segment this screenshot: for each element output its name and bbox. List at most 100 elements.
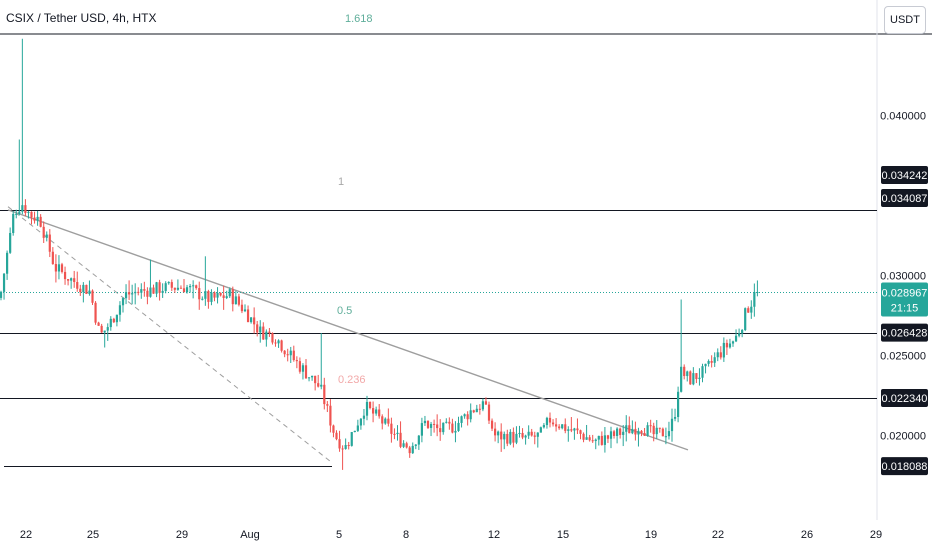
candle-body xyxy=(152,287,155,294)
x-tick-label: Aug xyxy=(240,529,260,541)
candle-body xyxy=(478,408,481,410)
candle-body xyxy=(375,409,378,414)
candle-body xyxy=(134,291,137,294)
candle-body xyxy=(70,278,73,281)
candle-body xyxy=(0,291,3,298)
currency-button[interactable]: USDT xyxy=(884,6,926,34)
candle-body xyxy=(21,205,24,212)
y-tick-label: 0.025000 xyxy=(880,351,926,363)
current-price-tag xyxy=(881,282,928,317)
candle-body xyxy=(295,360,298,362)
candle-body xyxy=(442,422,445,433)
candle-body xyxy=(570,429,573,431)
candle-body xyxy=(710,360,713,363)
candle-body xyxy=(353,430,356,433)
candle-body xyxy=(652,425,655,435)
candle-body xyxy=(207,291,210,302)
y-tick-label: 0.040000 xyxy=(880,111,926,123)
candle-body xyxy=(551,422,555,425)
candle-body xyxy=(179,287,183,289)
candle-body xyxy=(591,440,594,442)
candle-body xyxy=(399,432,402,447)
candle-body xyxy=(57,264,61,272)
candle-body xyxy=(182,288,186,293)
candle-body xyxy=(335,432,338,440)
candle-body xyxy=(283,350,286,355)
candle-body xyxy=(164,283,167,291)
candle-body xyxy=(237,296,240,305)
candle-body xyxy=(36,216,39,221)
candle-body xyxy=(204,291,207,299)
candle-body xyxy=(512,431,515,443)
candle-body xyxy=(548,417,552,423)
candle-body xyxy=(368,401,372,409)
candle-body xyxy=(381,416,384,424)
candle-body xyxy=(18,211,21,214)
candle-body xyxy=(521,432,524,438)
candle-body xyxy=(347,445,350,447)
candle-body xyxy=(582,433,585,440)
candle-body xyxy=(692,373,695,385)
fib-label: 0.5 xyxy=(337,305,352,317)
candle-body xyxy=(298,361,301,372)
candle-body xyxy=(277,340,280,344)
candle-body xyxy=(420,423,423,436)
candle-body xyxy=(344,445,347,449)
candle-body xyxy=(146,290,149,297)
x-tick-label: 8 xyxy=(403,529,409,541)
x-tick-label: 22 xyxy=(20,529,32,541)
x-tick-label: 15 xyxy=(557,529,569,541)
candle-body xyxy=(695,373,698,380)
candle-body xyxy=(280,340,283,351)
candle-body xyxy=(619,428,622,435)
price-tag-label: 0.034087 xyxy=(882,193,928,205)
candle-body xyxy=(545,417,549,426)
candle-body xyxy=(597,435,600,440)
candle-body xyxy=(439,428,442,433)
candle-body xyxy=(527,431,530,436)
candle-body xyxy=(411,445,414,454)
horizontal-levels xyxy=(0,210,877,467)
chart-grid xyxy=(0,0,932,520)
candle-body xyxy=(405,443,408,448)
candle-body xyxy=(490,420,494,429)
candle-body xyxy=(481,401,484,410)
candle-body xyxy=(677,391,680,417)
candle-body xyxy=(128,292,131,295)
candle-body xyxy=(192,285,195,287)
candle-body xyxy=(558,426,561,429)
candle-body xyxy=(234,296,237,305)
candle-body xyxy=(176,287,179,290)
candle-body xyxy=(170,282,173,288)
candle-body xyxy=(362,415,366,419)
chart-title: CSIX / Tether USD, 4h, HTX xyxy=(6,11,157,25)
candle-body xyxy=(97,322,100,326)
price-tag-label: 0.034242 xyxy=(882,170,928,182)
candle-body xyxy=(356,425,359,431)
candle-body xyxy=(359,418,362,426)
candle-body xyxy=(612,431,616,436)
candle-body xyxy=(73,278,76,283)
candle-body xyxy=(741,330,744,334)
candle-body xyxy=(259,326,262,333)
candle-body xyxy=(664,436,667,438)
x-tick-label: 19 xyxy=(645,529,657,541)
candle-body xyxy=(704,363,707,367)
candle-body xyxy=(463,414,466,417)
price-tag-box xyxy=(881,189,928,207)
candle-body xyxy=(576,428,579,431)
candle-body xyxy=(390,423,393,434)
candle-body xyxy=(173,287,176,290)
candle-body xyxy=(472,410,475,413)
candle-body xyxy=(731,341,735,344)
candle-body xyxy=(137,291,140,293)
candle-body xyxy=(301,365,305,372)
candle-body xyxy=(341,448,344,450)
candle-body xyxy=(698,377,701,380)
candle-body xyxy=(722,342,725,358)
candle-body xyxy=(616,428,619,436)
candle-body xyxy=(51,251,54,265)
candle-body xyxy=(350,432,353,446)
candle-body xyxy=(228,289,231,297)
